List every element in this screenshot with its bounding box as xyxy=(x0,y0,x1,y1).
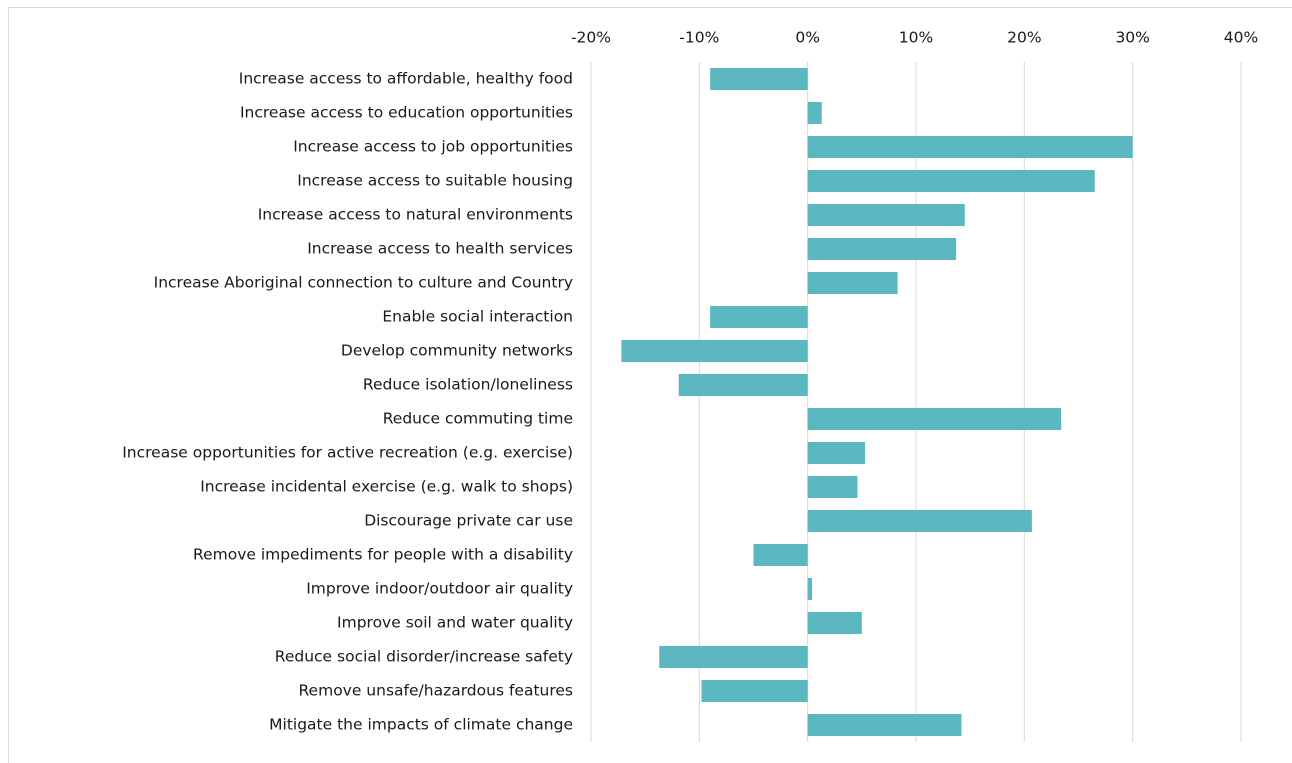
x-tick-label: 30% xyxy=(1115,29,1149,47)
bar xyxy=(807,204,965,226)
bar xyxy=(753,544,808,566)
bar xyxy=(807,578,812,600)
category-label: Develop community networks xyxy=(341,342,573,360)
category-label: Enable social interaction xyxy=(382,308,573,326)
bar xyxy=(678,374,808,396)
grid xyxy=(590,62,1242,742)
x-tick-label: -20% xyxy=(571,29,611,47)
bar xyxy=(807,102,822,124)
bar xyxy=(807,510,1032,532)
x-tick-label: -10% xyxy=(679,29,719,47)
x-tick-label: 40% xyxy=(1224,29,1258,47)
x-tick-label: 20% xyxy=(1007,29,1041,47)
category-label: Increase access to job opportunities xyxy=(293,138,573,156)
bar xyxy=(807,408,1062,430)
category-label: Increase access to education opportuniti… xyxy=(240,104,573,122)
bar xyxy=(807,442,866,464)
category-label: Increase access to natural environments xyxy=(258,206,573,224)
category-label: Improve soil and water quality xyxy=(337,614,573,632)
category-label: Increase Aboriginal connection to cultur… xyxy=(154,274,573,292)
category-label: Increase incidental exercise (e.g. walk … xyxy=(200,478,573,496)
bar xyxy=(621,340,808,362)
bar xyxy=(807,272,898,294)
category-label: Discourage private car use xyxy=(364,512,573,530)
category-label: Increase opportunities for active recrea… xyxy=(122,444,573,462)
bar xyxy=(701,680,808,702)
category-label: Remove unsafe/hazardous features xyxy=(298,682,573,700)
x-tick-label: 10% xyxy=(899,29,933,47)
bar xyxy=(710,68,808,90)
bar xyxy=(659,646,808,668)
category-label: Remove impediments for people with a dis… xyxy=(193,546,573,564)
bars xyxy=(621,68,1133,736)
category-label: Mitigate the impacts of climate change xyxy=(269,716,573,734)
bar xyxy=(807,238,957,260)
bar xyxy=(807,476,858,498)
category-label: Increase access to health services xyxy=(307,240,573,258)
category-label: Reduce social disorder/increase safety xyxy=(275,648,573,666)
bar xyxy=(807,714,962,736)
chart-frame xyxy=(8,7,1292,763)
category-label: Reduce commuting time xyxy=(383,410,573,428)
category-label: Reduce isolation/loneliness xyxy=(363,376,573,394)
category-label: Increase access to affordable, healthy f… xyxy=(239,70,573,88)
bar xyxy=(807,612,862,634)
x-tick-label: 0% xyxy=(795,29,820,47)
category-label: Improve indoor/outdoor air quality xyxy=(306,580,573,598)
bar xyxy=(807,170,1095,192)
category-label: Increase access to suitable housing xyxy=(297,172,573,190)
labels: -20% -10% 0% 10% 20% 30% 40% Increase access to… xyxy=(122,29,1258,734)
bar xyxy=(807,136,1133,158)
bar xyxy=(710,306,808,328)
